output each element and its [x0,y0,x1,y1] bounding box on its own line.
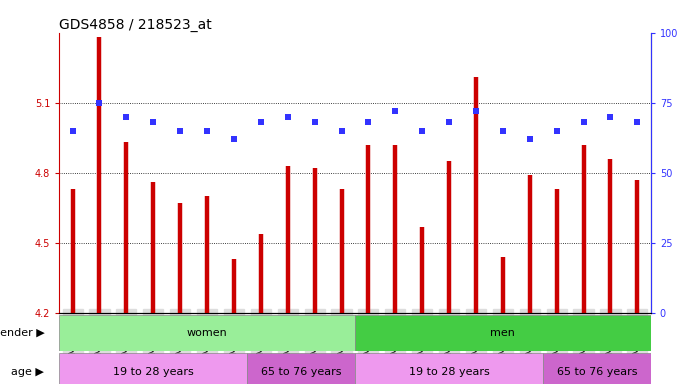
Text: age ▶: age ▶ [12,366,45,377]
Bar [59,353,247,384]
Bar [355,315,651,351]
Text: GDS4858 / 218523_at: GDS4858 / 218523_at [59,18,212,31]
Text: 19 to 28 years: 19 to 28 years [113,366,193,377]
Text: women: women [187,328,228,338]
Text: men: men [491,328,515,338]
Text: 65 to 76 years: 65 to 76 years [261,366,342,377]
Bar [355,353,543,384]
Text: 19 to 28 years: 19 to 28 years [409,366,489,377]
Bar [543,353,651,384]
Text: gender ▶: gender ▶ [0,328,45,338]
Text: 65 to 76 years: 65 to 76 years [557,366,638,377]
Bar [59,315,355,351]
Bar [247,353,355,384]
